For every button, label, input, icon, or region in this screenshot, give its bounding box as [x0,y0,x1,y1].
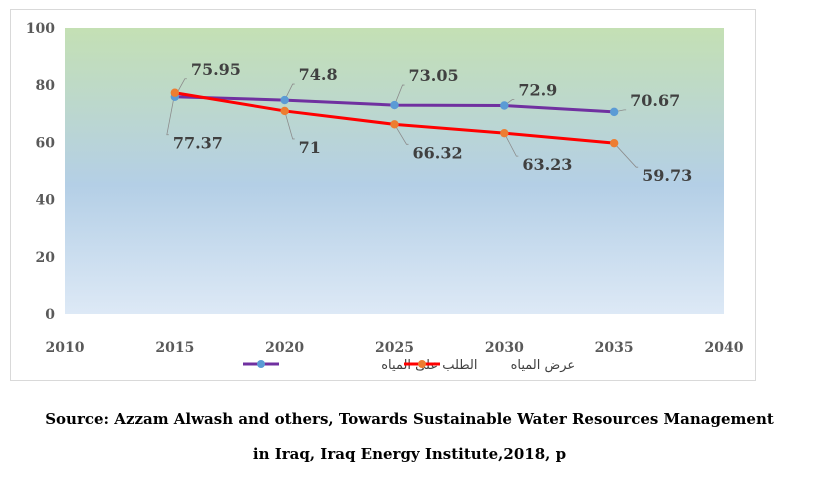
source-caption: Source: Azzam Alwash and others, Towards… [0,402,819,472]
label-leader-line [613,142,639,168]
x-tick-label: 2010 [46,340,85,356]
y-tick-label: 0 [45,307,55,323]
data-label: 66.32 [413,143,463,162]
plot-area [65,28,724,314]
chart-frame: 0 20 40 60 80 100 2010 2015 2020 2025 2030 2035 204… [10,9,756,381]
data-label: 77.37 [173,134,223,153]
label-leader-line [166,92,176,136]
legend-label: عرض المياه [511,358,576,373]
data-label: 70.67 [630,91,680,110]
data-label: 72.9 [518,81,557,100]
label-leader-line [394,124,409,145]
data-point [280,106,289,116]
label-leader-line [394,84,405,106]
data-point [280,95,289,105]
data-point [390,100,399,110]
data-point [609,138,619,148]
y-tick-label: 20 [36,250,56,266]
x-tick-label: 2020 [265,340,304,356]
series-markers [170,88,619,148]
y-tick-label: 60 [36,135,56,151]
data-point [500,101,509,110]
data-label: 59.73 [642,166,692,185]
label-leader-line [503,132,519,157]
data-point [609,107,619,117]
legend-swatch-marker [257,360,265,368]
data-label: 74.8 [299,65,338,84]
legend-swatch-marker [418,360,426,368]
data-point [390,120,399,129]
data-label: 63.23 [522,155,572,174]
x-tick-label: 2035 [595,340,634,356]
x-tick-label: 2015 [155,340,194,356]
x-tick-label: 2030 [485,340,524,356]
x-tick-label: 2040 [705,340,744,356]
label-leader-line [284,83,295,101]
y-tick-label: 100 [26,21,55,37]
data-point [500,128,509,138]
x-axis-ticks: 2010 2015 2020 2025 2030 2035 2040 [46,340,744,356]
data-label: 71 [299,138,321,157]
y-tick-label: 40 [36,193,56,209]
data-label: 73.05 [409,66,459,85]
data-label: 75.95 [191,60,241,79]
data-labels: 75.95 74.8 73.05 72.9 70.67 77.37 71 66.32 63.23… [173,60,692,185]
source-line-2: in Iraq, Iraq Energy Institute,2018, p [252,445,567,463]
label-leader-line [284,110,295,140]
y-axis-ticks: 0 20 40 60 80 100 [26,21,55,323]
x-tick-label: 2025 [375,340,414,356]
source-line-1: Source: Azzam Alwash and others, Towards… [45,410,774,428]
data-point [170,88,180,97]
y-tick-label: 80 [36,78,56,94]
